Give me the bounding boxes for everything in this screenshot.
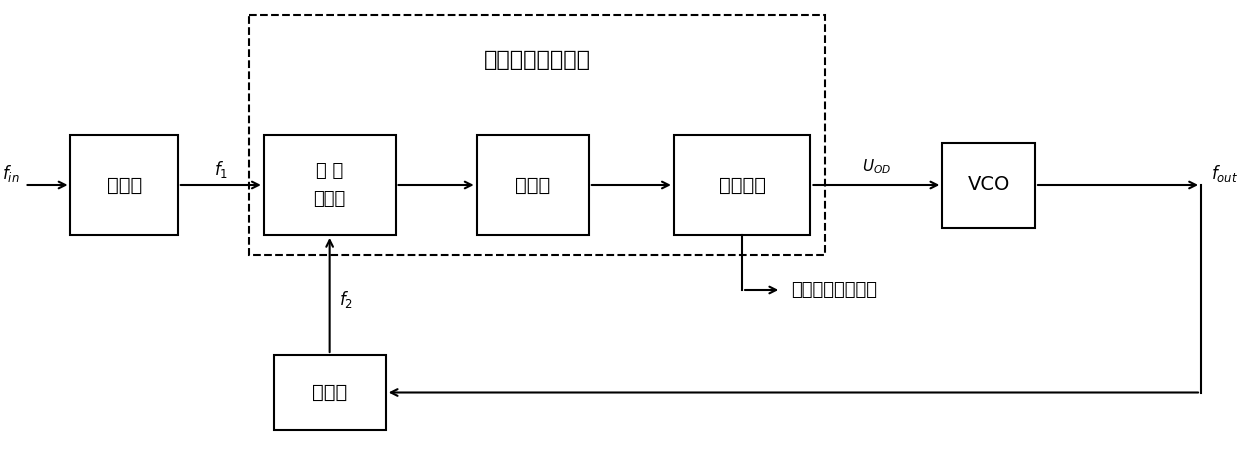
Bar (274, 355, 386, 430)
Bar (673, 135, 811, 235)
Text: $f_1$: $f_1$ (213, 158, 228, 179)
Bar (249, 15, 825, 255)
Text: $U_{OD}$: $U_{OD}$ (862, 158, 892, 176)
Text: 异频鉴相处理电路: 异频鉴相处理电路 (484, 50, 590, 70)
Text: 异 频: 异 频 (316, 162, 343, 180)
Text: 电荷泵: 电荷泵 (515, 175, 551, 194)
Text: VCO: VCO (967, 175, 1009, 194)
Bar (264, 135, 396, 235)
Bar (71, 135, 177, 235)
Bar (476, 135, 589, 235)
Text: 鉴相器: 鉴相器 (314, 190, 346, 208)
Text: $f_{in}$: $f_{in}$ (2, 162, 20, 184)
Text: $f_2$: $f_2$ (340, 290, 353, 310)
Bar (942, 143, 1035, 227)
Text: $f_{out}$: $f_{out}$ (1210, 162, 1238, 184)
Text: 分频器: 分频器 (312, 383, 347, 402)
Text: 分频器: 分频器 (107, 175, 141, 194)
Text: 信号处理: 信号处理 (719, 175, 765, 194)
Text: 相位噪声信息提取: 相位噪声信息提取 (791, 281, 877, 299)
